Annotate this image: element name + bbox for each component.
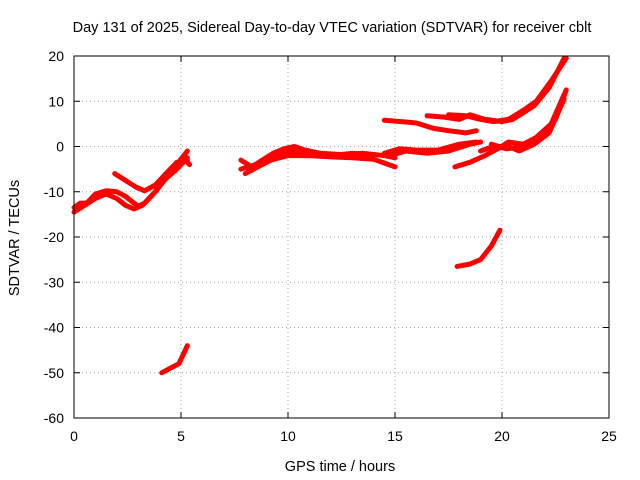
series-arc-11 — [381, 117, 479, 136]
series-arc-3 — [112, 157, 190, 194]
y-tick-label--40: -40 — [44, 320, 64, 336]
series-arc-4 — [157, 157, 193, 186]
y-tick-label--30: -30 — [44, 274, 64, 290]
series-arc-5 — [159, 343, 190, 376]
y-tick-label--20: -20 — [44, 229, 64, 245]
x-tick-label-10: 10 — [280, 428, 296, 444]
y-tick-label--10: -10 — [44, 184, 64, 200]
x-tick-label-15: 15 — [387, 428, 403, 444]
axes: 0 5 10 15 20 25 -60 -50 -40 -30 -20 -10 0 10 20 — [44, 48, 617, 444]
x-tick-label-5: 5 — [177, 428, 185, 444]
series-arc-8 — [242, 148, 377, 177]
series-arc-13 — [446, 55, 569, 125]
x-axis-label: GPS time / hours — [285, 459, 395, 475]
chart-title: Day 131 of 2025, Sidereal Day-to-day VTE… — [73, 20, 592, 36]
y-tick-label-20: 20 — [48, 48, 64, 64]
series-arc-17 — [454, 227, 503, 269]
grid — [74, 56, 609, 418]
y-tick-label-0: 0 — [56, 139, 64, 155]
series-arc-10 — [388, 139, 484, 159]
x-tick-label-20: 20 — [494, 428, 510, 444]
data-series — [71, 55, 569, 376]
y-axis-label: SDTVAR / TECUs — [7, 180, 23, 296]
x-tick-label-0: 0 — [70, 428, 78, 444]
y-tick-label-10: 10 — [48, 93, 64, 109]
y-tick-label--60: -60 — [44, 410, 64, 426]
x-tick-label-25: 25 — [601, 428, 617, 444]
series-arc-16 — [488, 87, 569, 152]
series-arc-9 — [381, 139, 479, 156]
y-tick-label--50: -50 — [44, 365, 64, 381]
